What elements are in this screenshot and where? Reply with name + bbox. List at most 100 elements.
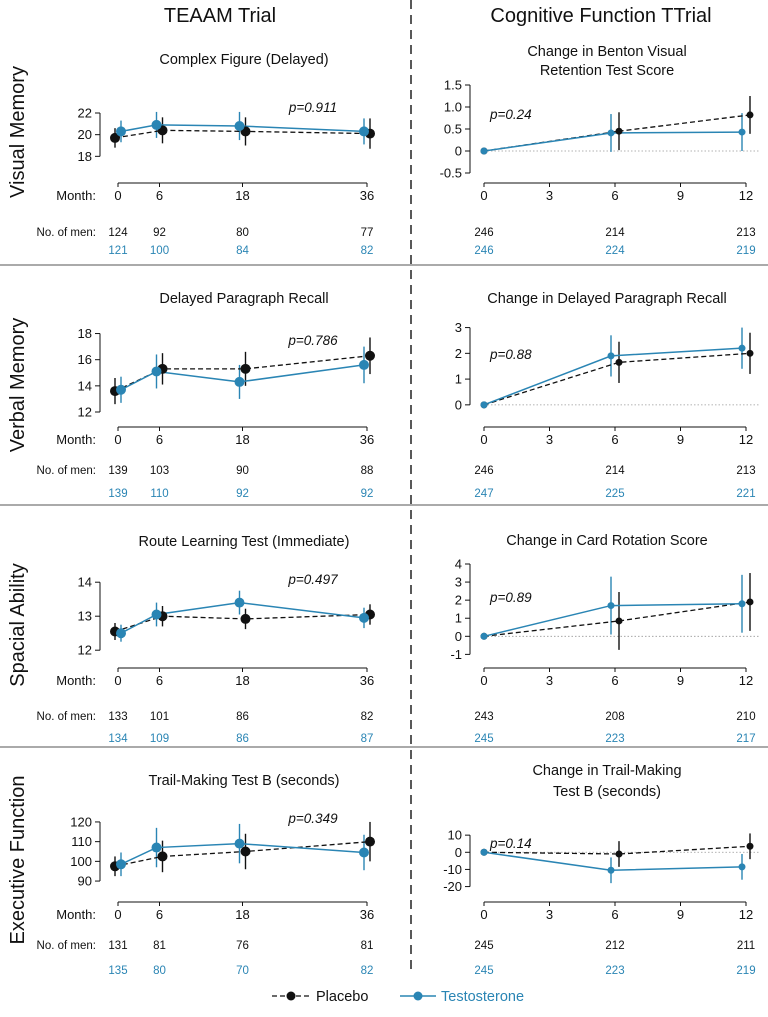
y-tick-label: 0 [455,144,462,159]
header-ttrial: Cognitive Function TTrial [490,5,711,27]
y-tick-label: 3 [455,320,462,335]
placebo-point [615,358,623,366]
x-tick-label: 0 [480,432,487,447]
x-tick-label: 36 [360,432,374,447]
x-tick-label: 0 [114,432,121,447]
placebo-point [615,850,623,858]
y-tick-label: 3 [455,575,462,590]
x-tick-label: 18 [235,673,249,688]
x-tick-label: 6 [156,673,163,688]
men-placebo-count: 76 [236,940,249,952]
men-placebo-count: 245 [474,940,493,952]
men-placebo-count: 103 [150,465,169,477]
panel-title: Change in Benton Visual [527,44,686,60]
testosterone-point [359,847,369,858]
men-testosterone-count: 82 [361,965,374,977]
y-tick-label: 16 [78,352,92,367]
panel-ttrial-executive: Change in Trail-Making Test B (seconds) -2… [443,763,760,977]
testosterone-point [480,848,488,856]
x-tick-label: 6 [156,907,163,922]
men-testosterone-count: 135 [108,965,127,977]
panel-title: Complex Figure (Delayed) [159,52,328,68]
men-testosterone-count: 82 [361,245,374,257]
men-placebo-count: 82 [361,711,374,723]
panel-title: Delayed Paragraph Recall [159,291,328,307]
men-testosterone-count: 84 [236,245,249,257]
y-tick-label: -20 [443,879,462,894]
row-label-4: Executive Function [7,776,29,945]
men-placebo-count: 211 [737,940,755,952]
men-placebo-count: 86 [236,711,249,723]
row-label-3: Spacial Ability [7,563,29,686]
men-testosterone-count: 225 [605,488,624,500]
y-tick-label: 1.5 [444,78,462,93]
testosterone-point [480,401,488,409]
men-testosterone-count: 70 [236,965,249,977]
men-testosterone-count: 245 [474,733,493,745]
men-testosterone-count: 92 [236,488,249,500]
month-label: Month: [56,188,96,203]
testosterone-point [607,602,615,610]
y-tick-label: 2 [455,346,462,361]
testosterone-point [359,359,369,370]
month-label: Month: [56,673,96,688]
men-testosterone-count: 217 [736,733,755,745]
placebo-point [365,350,375,361]
men-placebo-count: 246 [474,227,493,239]
y-tick-label: 20 [78,127,92,142]
x-tick-label: 9 [677,907,684,922]
y-tick-label: 12 [78,643,92,658]
placebo-point [240,846,251,857]
y-tick-label: 0 [455,629,462,644]
legend-placebo-marker [286,991,296,1001]
placebo-point [365,836,375,847]
legend-testosterone-marker [413,991,423,1001]
testosterone-point [359,612,369,623]
men-placebo-count: 214 [605,465,625,477]
testosterone-point [738,128,746,136]
men-testosterone-count: 219 [736,245,755,257]
men-placebo-count: 246 [474,465,493,477]
men-label: No. of men: [37,465,96,477]
testosterone-point [116,384,126,395]
x-tick-label: 3 [546,907,553,922]
men-placebo-count: 213 [736,227,755,239]
legend-placebo-label: Placebo [316,989,368,1005]
men-label: No. of men: [37,227,96,239]
testosterone-point [607,352,615,360]
header-teaam: TEAAM Trial [164,5,276,27]
x-tick-label: 12 [739,188,753,203]
y-tick-label: -0.5 [440,166,462,181]
p-value: p=0.911 [288,100,337,115]
placebo-line [483,601,751,637]
men-testosterone-count: 109 [150,733,169,745]
y-tick-label: 13 [78,609,92,624]
y-tick-label: 0 [455,397,462,412]
y-tick-label: 1.0 [444,100,462,115]
x-tick-label: 0 [114,907,121,922]
x-tick-label: 6 [156,432,163,447]
men-testosterone-count: 223 [605,965,624,977]
p-value: p=0.786 [287,333,338,348]
men-testosterone-count: 121 [108,245,127,257]
placebo-point [615,127,623,135]
x-tick-label: 36 [360,673,374,688]
testosterone-point [234,376,245,387]
men-placebo-count: 243 [474,711,493,723]
men-testosterone-count: 246 [474,245,493,257]
placebo-point [615,617,623,625]
y-tick-label: 120 [70,814,92,829]
men-testosterone-count: 139 [108,488,127,500]
x-tick-label: 6 [611,188,618,203]
x-tick-label: 6 [611,673,618,688]
testosterone-point [738,600,746,608]
placebo-point [746,349,754,357]
testosterone-point [234,597,245,608]
y-tick-label: 0.5 [444,122,462,137]
testosterone-point [116,859,126,870]
placebo-point [110,132,120,143]
y-tick-label: 22 [78,106,92,121]
